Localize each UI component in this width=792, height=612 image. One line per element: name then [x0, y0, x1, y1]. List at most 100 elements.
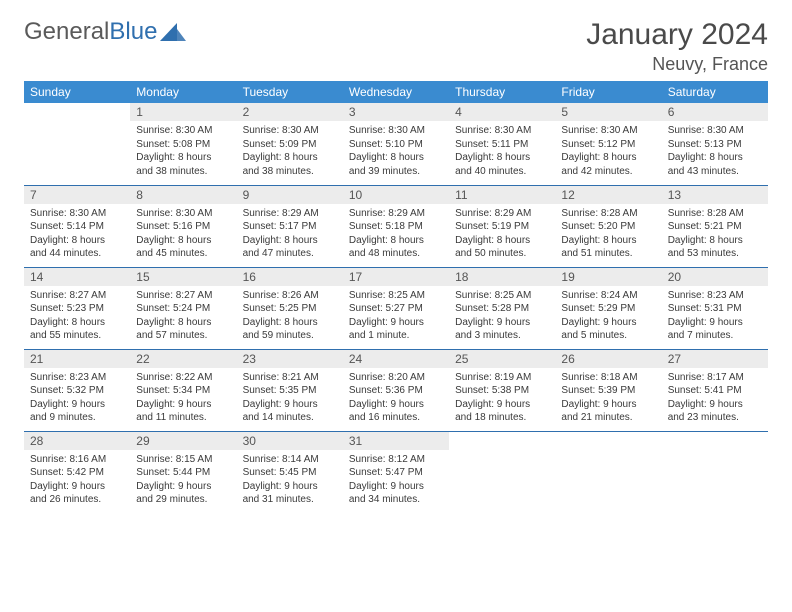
logo: GeneralBlue — [24, 18, 186, 46]
daylight-line2: and 50 minutes. — [455, 247, 549, 261]
daylight-line1: Daylight: 8 hours — [561, 151, 655, 165]
sunrise-text: Sunrise: 8:27 AM — [30, 289, 124, 303]
calendar-cell: 28Sunrise: 8:16 AMSunset: 5:42 PMDayligh… — [24, 431, 130, 513]
daylight-line1: Daylight: 9 hours — [455, 398, 549, 412]
sunset-text: Sunset: 5:41 PM — [668, 384, 762, 398]
calendar-cell — [662, 431, 768, 513]
day-data: Sunrise: 8:29 AMSunset: 5:18 PMDaylight:… — [343, 204, 449, 265]
daylight-line1: Daylight: 9 hours — [455, 316, 549, 330]
daylight-line2: and 29 minutes. — [136, 493, 230, 507]
dh-sat: Saturday — [662, 81, 768, 103]
calendar-cell: 6Sunrise: 8:30 AMSunset: 5:13 PMDaylight… — [662, 103, 768, 185]
day-data: Sunrise: 8:30 AMSunset: 5:16 PMDaylight:… — [130, 204, 236, 265]
sunrise-text: Sunrise: 8:25 AM — [455, 289, 549, 303]
calendar-cell: 24Sunrise: 8:20 AMSunset: 5:36 PMDayligh… — [343, 349, 449, 431]
daylight-line1: Daylight: 8 hours — [668, 234, 762, 248]
calendar-cell: 9Sunrise: 8:29 AMSunset: 5:17 PMDaylight… — [237, 185, 343, 267]
calendar-cell: 25Sunrise: 8:19 AMSunset: 5:38 PMDayligh… — [449, 349, 555, 431]
day-data: Sunrise: 8:12 AMSunset: 5:47 PMDaylight:… — [343, 450, 449, 511]
calendar-cell: 14Sunrise: 8:27 AMSunset: 5:23 PMDayligh… — [24, 267, 130, 349]
day-data: Sunrise: 8:29 AMSunset: 5:17 PMDaylight:… — [237, 204, 343, 265]
sunset-text: Sunset: 5:08 PM — [136, 138, 230, 152]
day-data: Sunrise: 8:15 AMSunset: 5:44 PMDaylight:… — [130, 450, 236, 511]
daylight-line1: Daylight: 8 hours — [243, 234, 337, 248]
day-data: Sunrise: 8:30 AMSunset: 5:13 PMDaylight:… — [662, 121, 768, 182]
logo-icon — [160, 20, 186, 48]
sunrise-text: Sunrise: 8:30 AM — [136, 124, 230, 138]
daylight-line2: and 21 minutes. — [561, 411, 655, 425]
calendar-cell: 27Sunrise: 8:17 AMSunset: 5:41 PMDayligh… — [662, 349, 768, 431]
calendar-cell: 16Sunrise: 8:26 AMSunset: 5:25 PMDayligh… — [237, 267, 343, 349]
sunrise-text: Sunrise: 8:28 AM — [668, 207, 762, 221]
sunset-text: Sunset: 5:31 PM — [668, 302, 762, 316]
daylight-line2: and 43 minutes. — [668, 165, 762, 179]
sunset-text: Sunset: 5:28 PM — [455, 302, 549, 316]
daylight-line1: Daylight: 8 hours — [136, 151, 230, 165]
sunrise-text: Sunrise: 8:30 AM — [668, 124, 762, 138]
daylight-line2: and 38 minutes. — [243, 165, 337, 179]
day-data: Sunrise: 8:30 AMSunset: 5:11 PMDaylight:… — [449, 121, 555, 182]
day-number: 28 — [24, 432, 130, 450]
sunrise-text: Sunrise: 8:19 AM — [455, 371, 549, 385]
day-number: 19 — [555, 268, 661, 286]
daylight-line2: and 55 minutes. — [30, 329, 124, 343]
daylight-line1: Daylight: 8 hours — [243, 151, 337, 165]
sunrise-text: Sunrise: 8:27 AM — [136, 289, 230, 303]
calendar-cell: 10Sunrise: 8:29 AMSunset: 5:18 PMDayligh… — [343, 185, 449, 267]
calendar-cell: 20Sunrise: 8:23 AMSunset: 5:31 PMDayligh… — [662, 267, 768, 349]
sunset-text: Sunset: 5:39 PM — [561, 384, 655, 398]
day-data: Sunrise: 8:29 AMSunset: 5:19 PMDaylight:… — [449, 204, 555, 265]
sunset-text: Sunset: 5:12 PM — [561, 138, 655, 152]
sunrise-text: Sunrise: 8:30 AM — [455, 124, 549, 138]
daylight-line2: and 40 minutes. — [455, 165, 549, 179]
sunrise-text: Sunrise: 8:15 AM — [136, 453, 230, 467]
sunrise-text: Sunrise: 8:14 AM — [243, 453, 337, 467]
calendar-cell: 4Sunrise: 8:30 AMSunset: 5:11 PMDaylight… — [449, 103, 555, 185]
calendar-cell: 23Sunrise: 8:21 AMSunset: 5:35 PMDayligh… — [237, 349, 343, 431]
daylight-line1: Daylight: 9 hours — [349, 480, 443, 494]
sunset-text: Sunset: 5:18 PM — [349, 220, 443, 234]
daylight-line2: and 39 minutes. — [349, 165, 443, 179]
sunrise-text: Sunrise: 8:16 AM — [30, 453, 124, 467]
calendar-cell: 18 Sunrise: 8:25 AMSunset: 5:28 PMDayligh… — [449, 267, 555, 349]
day-data: Sunrise: 8:30 AMSunset: 5:08 PMDaylight:… — [130, 121, 236, 182]
calendar-week: 7Sunrise: 8:30 AMSunset: 5:14 PMDaylight… — [24, 185, 768, 267]
sunset-text: Sunset: 5:36 PM — [349, 384, 443, 398]
daylight-line2: and 51 minutes. — [561, 247, 655, 261]
day-number: 4 — [449, 103, 555, 121]
daylight-line1: Daylight: 8 hours — [30, 234, 124, 248]
day-number: 31 — [343, 432, 449, 450]
daylight-line2: and 59 minutes. — [243, 329, 337, 343]
day-data: Sunrise: 8:26 AMSunset: 5:25 PMDaylight:… — [237, 286, 343, 347]
sunrise-text: Sunrise: 8:29 AM — [349, 207, 443, 221]
sunset-text: Sunset: 5:19 PM — [455, 220, 549, 234]
sunset-text: Sunset: 5:16 PM — [136, 220, 230, 234]
daylight-line1: Daylight: 8 hours — [668, 151, 762, 165]
day-number: 18 — [449, 268, 555, 286]
calendar-cell: 17Sunrise: 8:25 AMSunset: 5:27 PMDayligh… — [343, 267, 449, 349]
sunset-text: Sunset: 5:27 PM — [349, 302, 443, 316]
day-number: 17 — [343, 268, 449, 286]
day-number: 21 — [24, 350, 130, 368]
day-data: Sunrise: 8:22 AMSunset: 5:34 PMDaylight:… — [130, 368, 236, 429]
day-data: Sunrise: 8:27 AMSunset: 5:24 PMDaylight:… — [130, 286, 236, 347]
calendar-cell — [24, 103, 130, 185]
sunset-text: Sunset: 5:20 PM — [561, 220, 655, 234]
sunrise-text: Sunrise: 8:23 AM — [30, 371, 124, 385]
sunrise-text: Sunrise: 8:29 AM — [455, 207, 549, 221]
daylight-line1: Daylight: 9 hours — [349, 316, 443, 330]
day-number: 30 — [237, 432, 343, 450]
day-number: 12 — [555, 186, 661, 204]
month-title: January 2024 — [586, 18, 768, 52]
day-number: 26 — [555, 350, 661, 368]
sunset-text: Sunset: 5:38 PM — [455, 384, 549, 398]
daylight-line2: and 14 minutes. — [243, 411, 337, 425]
daylight-line1: Daylight: 8 hours — [349, 151, 443, 165]
calendar-cell: 21Sunrise: 8:23 AMSunset: 5:32 PMDayligh… — [24, 349, 130, 431]
sunrise-text: Sunrise: 8:30 AM — [30, 207, 124, 221]
calendar-cell: 3Sunrise: 8:30 AMSunset: 5:10 PMDaylight… — [343, 103, 449, 185]
calendar-cell: 13Sunrise: 8:28 AMSunset: 5:21 PMDayligh… — [662, 185, 768, 267]
dh-sun: Sunday — [24, 81, 130, 103]
calendar-cell: 12Sunrise: 8:28 AMSunset: 5:20 PMDayligh… — [555, 185, 661, 267]
daylight-line1: Daylight: 9 hours — [668, 398, 762, 412]
